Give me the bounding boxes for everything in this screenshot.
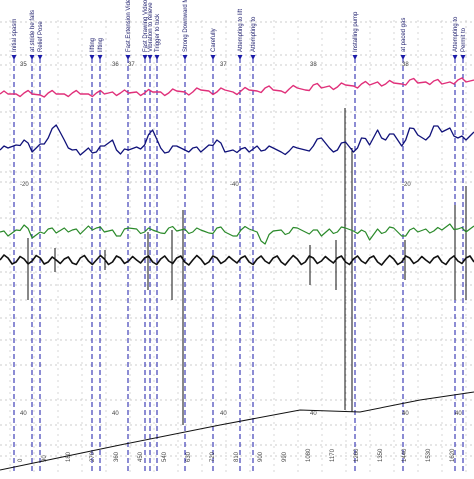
bottom-tick-label: 1440 bbox=[402, 448, 408, 462]
trace-navy bbox=[0, 124, 474, 156]
event-marker-arrow-12 bbox=[250, 55, 256, 60]
event-marker-arrow-0 bbox=[11, 55, 17, 60]
traces bbox=[0, 77, 474, 471]
event-marker-arrow-14 bbox=[400, 55, 406, 60]
event-label: Permit to bbox=[461, 27, 467, 52]
event-marker-arrow-6 bbox=[142, 55, 148, 60]
tick-labels: 35 36 37 37 38 38 -20 -40 -20 40 40 40 40 40 40 0 90 180 2… bbox=[18, 62, 462, 462]
event-label: Trigger to tuck bbox=[155, 13, 161, 52]
bottom-tick-label: 1170 bbox=[330, 448, 336, 462]
event-marker-arrow-11 bbox=[237, 55, 243, 60]
upper-tick-label: 37 bbox=[220, 62, 227, 68]
event-label: Attempting to bbox=[453, 16, 459, 52]
trace-black bbox=[0, 254, 474, 266]
bottom-tick-label: 1260 bbox=[354, 448, 360, 462]
spikes bbox=[27, 108, 467, 425]
event-labels: Initial spasm at stride he falls Relief Po… bbox=[12, 0, 467, 52]
bottom-tick-label: 540 bbox=[162, 451, 168, 462]
event-label: lifting bbox=[98, 38, 104, 52]
bottom-tick-label: 90 bbox=[42, 455, 48, 462]
upper-tick-label: 35 bbox=[20, 62, 27, 68]
upper-tick-label: 38 bbox=[310, 62, 317, 68]
upper-tick-label: 37 bbox=[128, 62, 135, 68]
bottom-tick-label: 990 bbox=[282, 451, 288, 462]
bottom-tick-label: 1530 bbox=[426, 448, 432, 462]
event-label: lifting bbox=[90, 38, 96, 52]
bottom-tick-label: 270 bbox=[90, 451, 96, 462]
bottom-tick-label: 630 bbox=[186, 451, 192, 462]
middle-tick-label: -40 bbox=[230, 182, 239, 188]
bottom-tick-label: 810 bbox=[234, 451, 240, 462]
event-marker-arrow-4 bbox=[97, 55, 103, 60]
event-marker-arrow-2 bbox=[37, 55, 43, 60]
event-label: Vibration to relieve bbox=[148, 2, 154, 52]
event-marker-arrow-9 bbox=[182, 55, 188, 60]
event-label: Initial spasm bbox=[12, 19, 18, 52]
bottom-tick-label: 0 bbox=[18, 458, 24, 462]
trace-pink bbox=[0, 77, 474, 98]
event-marker-arrow-3 bbox=[89, 55, 95, 60]
lower-tick-label: 40 bbox=[310, 411, 317, 417]
bottom-tick-label: 900 bbox=[258, 451, 264, 462]
upper-tick-label: 38 bbox=[402, 62, 409, 68]
upper-tick-label: 36 bbox=[112, 62, 119, 68]
bottom-tick-label: 1620 bbox=[450, 448, 456, 462]
trace-ramp bbox=[0, 391, 474, 471]
event-label: Strong Downward Movement bbox=[183, 0, 189, 52]
trace-green bbox=[0, 223, 474, 245]
lower-tick-label: 40 bbox=[402, 411, 409, 417]
event-marker-arrow-13 bbox=[352, 55, 358, 60]
event-label: Carefully bbox=[211, 28, 217, 52]
event-marker-arrow-5 bbox=[125, 55, 131, 60]
event-label: Attempting to bbox=[251, 16, 257, 52]
event-marker-arrow-7 bbox=[147, 55, 153, 60]
event-marker-arrow-10 bbox=[210, 55, 216, 60]
event-marker-arrow-1 bbox=[29, 55, 35, 60]
lower-tick-label: 40 bbox=[20, 411, 27, 417]
event-label: Relief Pose bbox=[38, 21, 44, 52]
event-label: Installing pump bbox=[353, 11, 359, 52]
bottom-tick-label: 1350 bbox=[378, 448, 384, 462]
event-marker-arrow-16 bbox=[460, 55, 466, 60]
bottom-tick-label: 450 bbox=[138, 451, 144, 462]
middle-tick-label: -20 bbox=[402, 182, 411, 188]
lower-tick-label: 40 bbox=[220, 411, 227, 417]
bottom-tick-label: 720 bbox=[210, 451, 216, 462]
grid-layer bbox=[0, 20, 474, 474]
event-marker-arrow-15 bbox=[452, 55, 458, 60]
event-label: at stride he falls bbox=[30, 10, 36, 52]
event-label: at paced gas bbox=[401, 18, 407, 52]
event-label: Attempting to lift bbox=[238, 9, 244, 52]
bottom-tick-label: 180 bbox=[66, 451, 72, 462]
lower-tick-label: 40 bbox=[455, 411, 462, 417]
event-label: Fast Drawing Video bbox=[143, 0, 149, 52]
bottom-tick-label: 1080 bbox=[306, 448, 312, 462]
middle-tick-label: -20 bbox=[20, 182, 29, 188]
event-marker-arrow-8 bbox=[154, 55, 160, 60]
event-label: Fast Extension Video bbox=[126, 0, 132, 52]
bottom-tick-label: 360 bbox=[114, 451, 120, 462]
lower-tick-label: 40 bbox=[112, 411, 119, 417]
